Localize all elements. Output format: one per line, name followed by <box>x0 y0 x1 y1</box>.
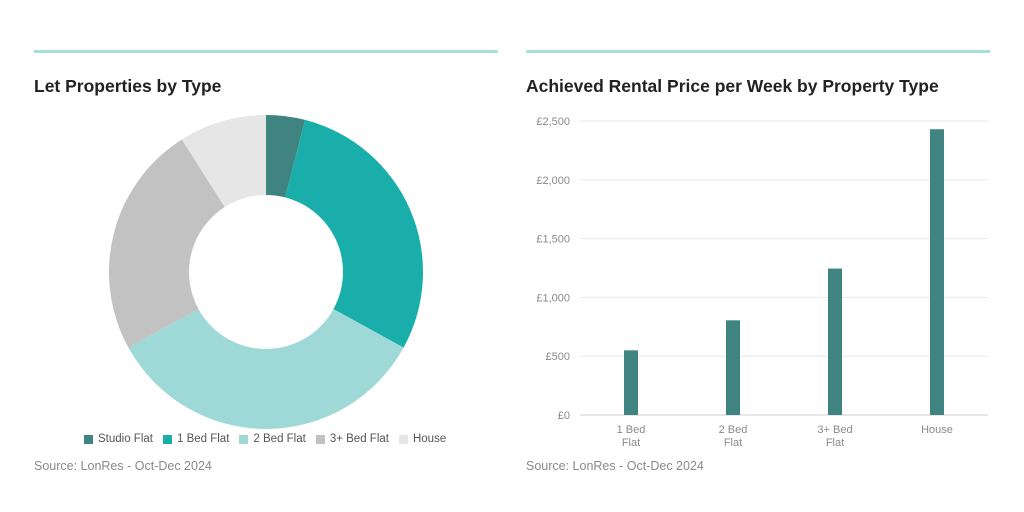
donut-slice-studio-flat <box>266 115 306 198</box>
donut-slice-1-bed-flat <box>285 119 423 348</box>
x-tick-label: 2 Bed Flat <box>719 424 748 449</box>
legend-swatch <box>398 434 408 444</box>
y-tick-label: £1,000 <box>536 292 570 304</box>
left-source-note: Source: LonRes - Oct-Dec 2024 <box>34 459 212 473</box>
legend-label: Studio Flat <box>98 433 153 445</box>
legend-item-1-bed-flat: 1 Bed Flat <box>162 433 230 445</box>
bar-chart: £0 £500 £1,000 £1,500 £2,000 £2,500 1 Bed Flat 2… <box>536 116 988 449</box>
bar-1-bed-flat <box>624 350 638 415</box>
legend-label: 2 Bed Flat <box>253 433 306 445</box>
bar-house <box>930 129 944 415</box>
y-tick-label: £2,500 <box>536 116 570 128</box>
right-source-note: Source: LonRes - Oct-Dec 2024 <box>526 459 704 473</box>
donut-legend: Studio Flat 1 Bed Flat 2 Bed Flat 3+ Bed Fl… <box>84 433 456 445</box>
y-tick-label: £0 <box>558 410 570 422</box>
donut-slice-2-bed-flat <box>128 309 404 429</box>
legend-item-house: House <box>398 433 447 445</box>
x-tick-label: 3+ Bed Flat <box>817 424 852 449</box>
x-tick-label: 1 Bed Flat <box>617 424 646 449</box>
y-tick-label: £1,500 <box>536 234 570 246</box>
donut-slice-house <box>181 115 266 207</box>
legend-item-studio-flat: Studio Flat <box>84 433 153 445</box>
legend-swatch <box>315 434 325 444</box>
donut-chart <box>108 115 423 429</box>
legend-label: House <box>412 433 447 445</box>
x-tick-label: House <box>921 424 953 436</box>
legend-swatch <box>239 434 249 444</box>
legend-swatch <box>162 434 172 444</box>
donut-chart-title: Let Properties by Type <box>34 76 222 96</box>
legend-label: 3+ Bed Flat <box>329 433 389 445</box>
legend-label: 1 Bed Flat <box>176 433 230 445</box>
legend-swatch <box>84 434 93 444</box>
legend-item-2-bed-flat: 2 Bed Flat <box>239 433 306 445</box>
y-tick-label: £2,000 <box>536 175 570 187</box>
bar-2-bed-flat <box>726 320 740 415</box>
donut-slice-3plus-bed-flat <box>108 139 225 348</box>
legend-item-3plus-bed-flat: 3+ Bed Flat <box>315 433 389 445</box>
right-top-rule <box>526 50 990 53</box>
bar-chart-title: Achieved Rental Price per Week by Proper… <box>526 76 939 96</box>
bar-3plus-bed-flat <box>828 268 842 415</box>
left-top-rule <box>34 50 498 53</box>
y-tick-label: £500 <box>546 351 570 363</box>
